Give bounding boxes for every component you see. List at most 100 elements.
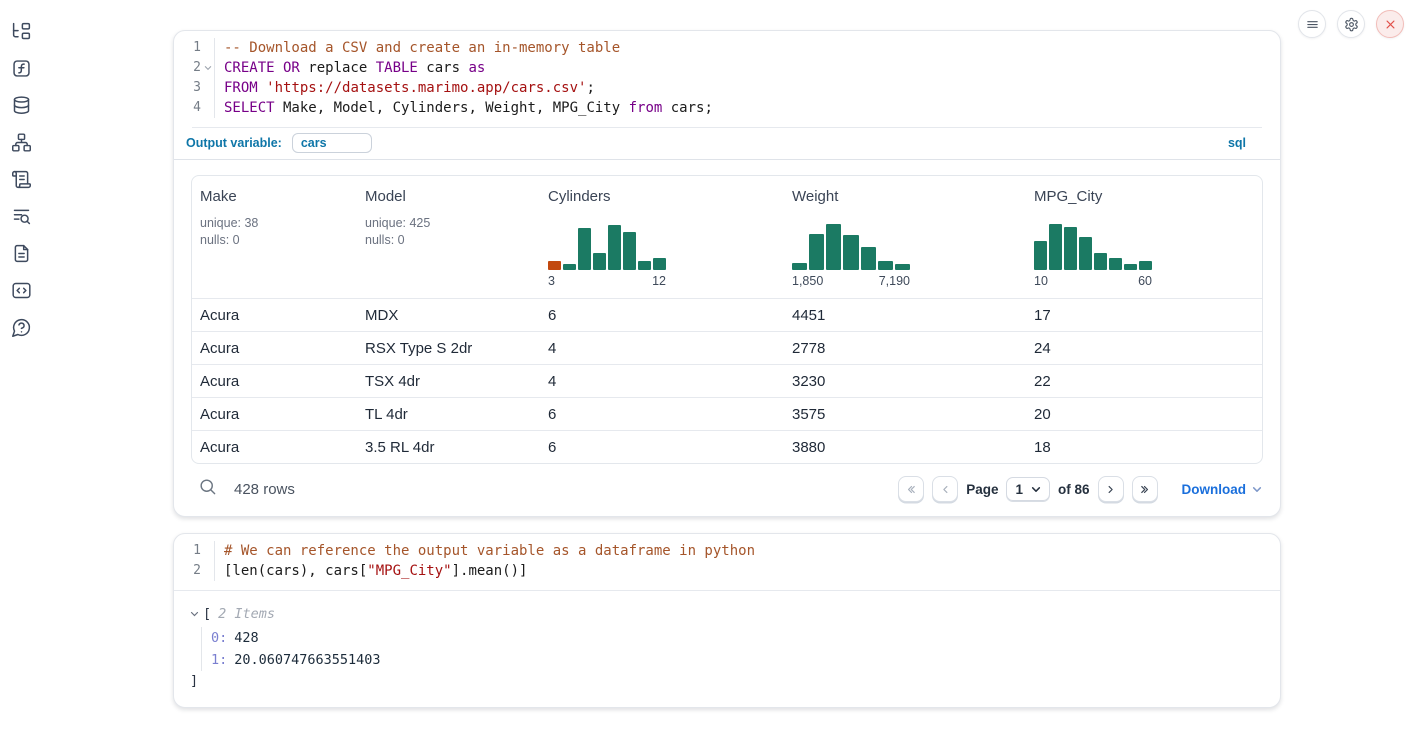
table-cell: Acura — [200, 372, 240, 390]
python-cell-editor[interactable]: 1 # We can reference the output variable … — [174, 534, 1280, 590]
page-total-label: of 86 — [1057, 481, 1090, 497]
column-histogram[interactable] — [792, 218, 910, 270]
close-bracket: ] — [190, 673, 199, 689]
fold-chevron-icon[interactable] — [201, 58, 214, 78]
code-line: 1 # We can reference the output variable … — [174, 541, 1280, 561]
table-cell: 6 — [548, 438, 557, 456]
help-icon[interactable] — [10, 316, 32, 338]
histogram-bar[interactable] — [1079, 237, 1092, 270]
next-page-button[interactable] — [1097, 476, 1124, 502]
histogram-bar[interactable] — [1139, 261, 1152, 270]
open-bracket: [ — [203, 606, 212, 622]
histogram-bar[interactable] — [653, 258, 666, 270]
histogram-bar[interactable] — [1064, 227, 1077, 270]
histogram-bar[interactable] — [578, 228, 591, 270]
histogram-bar[interactable] — [1049, 224, 1062, 270]
entry-key: 1: — [211, 652, 228, 668]
database-icon[interactable] — [10, 94, 32, 116]
code-snippets-icon[interactable] — [10, 279, 32, 301]
histogram-axis: 1,850 7,190 — [792, 274, 910, 288]
histogram-bar[interactable] — [792, 263, 808, 270]
chevron-down-icon — [1252, 486, 1262, 492]
search-list-icon[interactable] — [10, 205, 32, 227]
notebook-column: 1 -- Download a CSV and create an in-memo… — [173, 30, 1281, 708]
shutdown-button[interactable] — [1376, 10, 1404, 38]
column-header-make[interactable]: Make unique: 38 nulls: 0 — [192, 176, 357, 298]
histogram-bar[interactable] — [826, 224, 842, 270]
menu-button[interactable] — [1298, 10, 1326, 38]
line-number: 2 — [193, 563, 201, 578]
histogram-bar[interactable] — [877, 261, 893, 270]
chevron-down-icon — [1031, 486, 1041, 492]
histogram-bar[interactable] — [1109, 258, 1122, 270]
code-text: [len(cars), cars["MPG_City"].mean()] — [214, 561, 527, 581]
table-row[interactable]: Acura TSX 4dr 4 3230 22 — [192, 364, 1262, 397]
table-cell: Acura — [200, 438, 240, 456]
hamburger-menu-icon — [1306, 20, 1318, 28]
fold-spacer — [201, 78, 214, 98]
collapse-caret-icon[interactable] — [190, 611, 203, 617]
table-cell: RSX Type S 2dr — [365, 339, 473, 357]
code-text: -- Download a CSV and create an in-memor… — [214, 38, 620, 58]
column-header-mpg_city[interactable]: MPG_City 10 60 — [1026, 176, 1262, 298]
output-variable-label: Output variable: — [186, 136, 282, 150]
histogram-bar[interactable] — [638, 261, 651, 270]
page-select-value: 1 — [1015, 481, 1023, 497]
column-histogram[interactable] — [548, 218, 666, 270]
function-variables-icon[interactable] — [10, 57, 32, 79]
histogram-bar[interactable] — [1094, 253, 1107, 270]
python-cell: 1 # We can reference the output variable … — [173, 533, 1281, 708]
histogram-bar[interactable] — [608, 225, 621, 270]
document-icon[interactable] — [10, 242, 32, 264]
file-tree-icon[interactable] — [10, 20, 32, 42]
table-cell: 2778 — [792, 339, 826, 357]
download-button[interactable]: Download — [1182, 482, 1263, 497]
column-histogram[interactable] — [1034, 218, 1152, 270]
histogram-bar[interactable] — [563, 264, 576, 270]
last-page-button[interactable] — [1131, 476, 1158, 502]
table-row[interactable]: Acura 3.5 RL 4dr 6 3880 18 — [192, 430, 1262, 463]
chevron-left-icon — [942, 485, 948, 493]
histogram-bar[interactable] — [809, 234, 825, 270]
tree-entry: 1: 20.060747663551403 — [211, 649, 1264, 671]
histogram-bar[interactable] — [548, 261, 561, 270]
table-cell: 17 — [1034, 306, 1051, 324]
histogram-bar[interactable] — [593, 253, 606, 270]
histogram-bar[interactable] — [894, 264, 910, 270]
sql-cell-editor[interactable]: 1 -- Download a CSV and create an in-memo… — [174, 31, 1280, 127]
output-variable-input[interactable] — [291, 133, 372, 153]
code-line: 2 CREATE OR replace TABLE cars as — [174, 58, 1280, 78]
column-stats: unique: 425 nulls: 0 — [365, 216, 431, 247]
histogram-bar[interactable] — [1124, 264, 1137, 270]
page-select[interactable]: 1 — [1006, 477, 1050, 501]
column-header-cylinders[interactable]: Cylinders 3 12 — [540, 176, 784, 298]
previous-page-button[interactable] — [932, 476, 959, 502]
table-cell: 6 — [548, 306, 557, 324]
table-row[interactable]: Acura TL 4dr 6 3575 20 — [192, 397, 1262, 430]
entry-value: 428 — [234, 630, 259, 646]
histogram-bar[interactable] — [860, 247, 876, 270]
histogram-bar[interactable] — [1034, 241, 1047, 270]
table-cell: 3880 — [792, 438, 826, 456]
histogram-bar[interactable] — [623, 232, 636, 270]
dependency-graph-icon[interactable] — [10, 131, 32, 153]
chevrons-right-icon — [1141, 485, 1149, 493]
items-count-label: 2 Items — [218, 606, 276, 622]
fold-spacer — [201, 98, 214, 118]
scroll-logs-icon[interactable] — [10, 168, 32, 190]
table-cell: TSX 4dr — [365, 372, 421, 390]
table-cell: 4451 — [792, 306, 826, 324]
table-row[interactable]: Acura MDX 6 4451 17 — [192, 298, 1262, 331]
table-row[interactable]: Acura RSX Type S 2dr 4 2778 24 — [192, 331, 1262, 364]
first-page-button[interactable] — [898, 476, 925, 502]
column-header-weight[interactable]: Weight 1,850 7,190 — [784, 176, 1026, 298]
fold-spacer — [201, 38, 214, 58]
table-cell: 3.5 RL 4dr — [365, 438, 435, 456]
table-cell: 3575 — [792, 405, 826, 423]
table-cell: 4 — [548, 372, 557, 390]
search-icon[interactable] — [198, 477, 217, 501]
column-header-model[interactable]: Model unique: 425 nulls: 0 — [357, 176, 540, 298]
settings-button[interactable] — [1337, 10, 1365, 38]
histogram-bar[interactable] — [843, 235, 859, 270]
code-text: CREATE OR replace TABLE cars as — [214, 58, 485, 78]
